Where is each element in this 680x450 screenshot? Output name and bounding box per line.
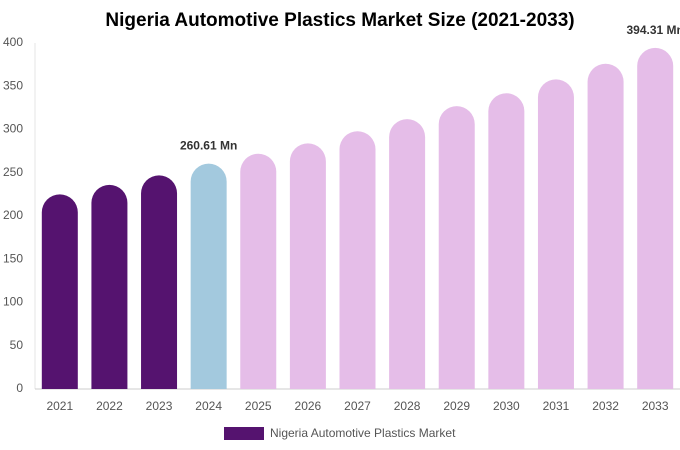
bar: [190, 163, 227, 389]
bar: [240, 153, 277, 389]
y-tick-label: 300: [3, 122, 23, 136]
bar: [587, 63, 624, 389]
y-tick-label: 0: [16, 381, 23, 395]
x-tick-label: 2031: [543, 399, 570, 413]
value-label: 394.31 Mn: [627, 23, 680, 37]
chart-title: Nigeria Automotive Plastics Market Size …: [105, 10, 574, 31]
x-tick-label: 2032: [592, 399, 619, 413]
value-label: 260.61 Mn: [180, 139, 237, 153]
y-tick-label: 200: [3, 208, 23, 222]
legend-swatch: [224, 427, 264, 440]
x-tick-label: 2022: [96, 399, 123, 413]
y-tick-label: 350: [3, 78, 23, 92]
bar: [91, 184, 128, 389]
x-tick-label: 2030: [493, 399, 520, 413]
x-tick-label: 2026: [295, 399, 322, 413]
x-tick-label: 2033: [642, 399, 669, 413]
bar: [41, 194, 78, 389]
y-tick-label: 250: [3, 165, 23, 179]
bar: [289, 143, 326, 389]
bar: [339, 131, 376, 390]
x-tick-label: 2028: [394, 399, 421, 413]
bar: [389, 119, 426, 389]
x-tick-label: 2029: [443, 399, 470, 413]
x-tick-label: 2027: [344, 399, 371, 413]
bar: [488, 93, 525, 389]
x-tick-label: 2024: [195, 399, 222, 413]
bar: [537, 79, 574, 389]
y-tick-label: 50: [10, 338, 24, 352]
x-tick-label: 2025: [245, 399, 272, 413]
y-tick-label: 400: [3, 35, 23, 49]
bar: [141, 175, 178, 389]
bar: [637, 47, 674, 390]
bar: [438, 106, 475, 389]
x-tick-label: 2023: [146, 399, 173, 413]
y-tick-label: 100: [3, 295, 23, 309]
y-tick-label: 150: [3, 251, 23, 265]
x-tick-label: 2021: [46, 399, 73, 413]
legend-label: Nigeria Automotive Plastics Market: [270, 426, 456, 440]
